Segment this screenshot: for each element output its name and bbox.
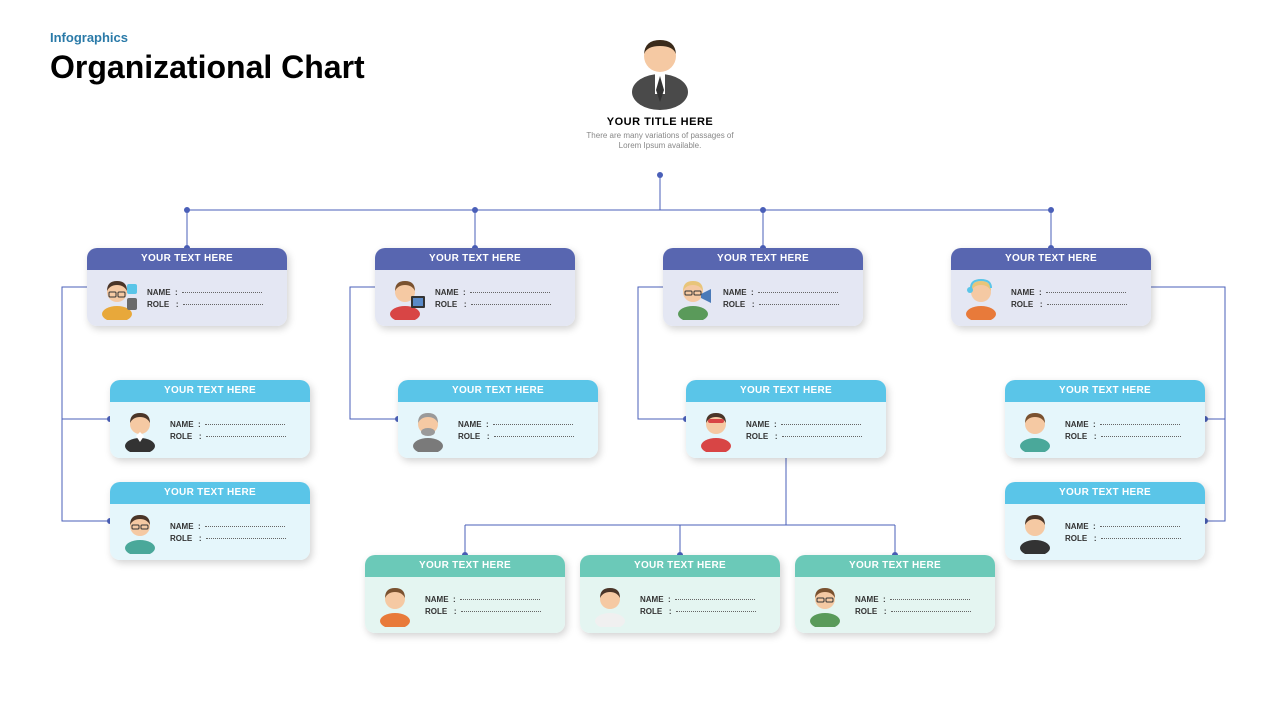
person-avatar-icon [408,408,448,452]
person-avatar-icon [696,408,736,452]
role-field: ROLE : [640,607,770,616]
card-body: NAME : ROLE : [951,270,1151,326]
person-avatar-icon [961,276,1001,320]
person-avatar-icon [673,276,713,320]
ceo-node: YOUR TITLE HERE There are many variation… [580,30,740,152]
name-field: NAME : [1011,288,1141,297]
org-card-c10: YOUR TEXT HERE NAME : ROLE : [1005,482,1205,560]
card-header: YOUR TEXT HERE [398,380,598,402]
person-avatar-icon [97,276,137,320]
org-card-c11: YOUR TEXT HERE NAME : ROLE : [365,555,565,633]
card-header: YOUR TEXT HERE [580,555,780,577]
card-fields: NAME : ROLE : [170,519,300,546]
name-field: NAME : [425,595,555,604]
role-field: ROLE : [855,607,985,616]
person-avatar-icon [385,276,425,320]
card-body: NAME : ROLE : [795,577,995,633]
role-field: ROLE : [1065,432,1195,441]
card-header: YOUR TEXT HERE [951,248,1151,270]
card-body: NAME : ROLE : [663,270,863,326]
name-field: NAME : [855,595,985,604]
person-avatar-icon [1015,408,1055,452]
person-avatar-icon [375,583,415,627]
name-field: NAME : [170,420,300,429]
card-body: NAME : ROLE : [686,402,886,458]
org-card-c2: YOUR TEXT HERE NAME : ROLE : [375,248,575,326]
person-avatar-icon [590,583,630,627]
name-field: NAME : [1065,522,1195,531]
role-field: ROLE : [1011,300,1141,309]
org-card-c12: YOUR TEXT HERE NAME : ROLE : [580,555,780,633]
card-body: NAME : ROLE : [87,270,287,326]
card-fields: NAME : ROLE : [640,592,770,619]
card-header: YOUR TEXT HERE [686,380,886,402]
card-body: NAME : ROLE : [110,402,310,458]
org-card-c8: YOUR TEXT HERE NAME : ROLE : [1005,380,1205,458]
org-card-c4: YOUR TEXT HERE NAME : ROLE : [951,248,1151,326]
card-fields: NAME : ROLE : [1065,417,1195,444]
card-fields: NAME : ROLE : [746,417,876,444]
card-body: NAME : ROLE : [110,504,310,560]
card-fields: NAME : ROLE : [723,285,853,312]
role-field: ROLE : [458,432,588,441]
role-field: ROLE : [1065,534,1195,543]
card-header: YOUR TEXT HERE [1005,482,1205,504]
role-field: ROLE : [435,300,565,309]
card-fields: NAME : ROLE : [458,417,588,444]
role-field: ROLE : [147,300,277,309]
name-field: NAME : [458,420,588,429]
card-fields: NAME : ROLE : [425,592,555,619]
subtitle: Infographics [50,30,365,45]
person-avatar-icon [805,583,845,627]
card-header: YOUR TEXT HERE [110,482,310,504]
name-field: NAME : [723,288,853,297]
name-field: NAME : [147,288,277,297]
role-field: ROLE : [746,432,876,441]
card-header: YOUR TEXT HERE [87,248,287,270]
card-fields: NAME : ROLE : [435,285,565,312]
org-card-c13: YOUR TEXT HERE NAME : ROLE : [795,555,995,633]
org-card-c3: YOUR TEXT HERE NAME : ROLE : [663,248,863,326]
card-body: NAME : ROLE : [1005,402,1205,458]
name-field: NAME : [746,420,876,429]
person-avatar-icon [1015,510,1055,554]
card-header: YOUR TEXT HERE [795,555,995,577]
role-field: ROLE : [170,432,300,441]
person-avatar-icon [120,408,160,452]
person-avatar-icon [120,510,160,554]
card-header: YOUR TEXT HERE [663,248,863,270]
page-header: Infographics Organizational Chart [50,30,365,86]
card-header: YOUR TEXT HERE [375,248,575,270]
name-field: NAME : [640,595,770,604]
name-field: NAME : [1065,420,1195,429]
card-header: YOUR TEXT HERE [110,380,310,402]
name-field: NAME : [170,522,300,531]
card-body: NAME : ROLE : [365,577,565,633]
org-card-c7: YOUR TEXT HERE NAME : ROLE : [686,380,886,458]
card-fields: NAME : ROLE : [1011,285,1141,312]
ceo-title: YOUR TITLE HERE [580,116,740,128]
card-body: NAME : ROLE : [1005,504,1205,560]
org-card-c1: YOUR TEXT HERE NAME : ROLE : [87,248,287,326]
card-fields: NAME : ROLE : [1065,519,1195,546]
org-card-c6: YOUR TEXT HERE NAME : ROLE : [398,380,598,458]
ceo-subtitle: There are many variations of passages of… [580,131,740,152]
card-fields: NAME : ROLE : [855,592,985,619]
role-field: ROLE : [170,534,300,543]
card-fields: NAME : ROLE : [170,417,300,444]
card-fields: NAME : ROLE : [147,285,277,312]
name-field: NAME : [435,288,565,297]
card-header: YOUR TEXT HERE [365,555,565,577]
card-body: NAME : ROLE : [398,402,598,458]
role-field: ROLE : [723,300,853,309]
card-body: NAME : ROLE : [375,270,575,326]
page-title: Organizational Chart [50,49,365,86]
ceo-avatar-icon [625,30,695,110]
card-header: YOUR TEXT HERE [1005,380,1205,402]
role-field: ROLE : [425,607,555,616]
card-body: NAME : ROLE : [580,577,780,633]
org-card-c5: YOUR TEXT HERE NAME : ROLE : [110,380,310,458]
org-card-c9: YOUR TEXT HERE NAME : ROLE : [110,482,310,560]
